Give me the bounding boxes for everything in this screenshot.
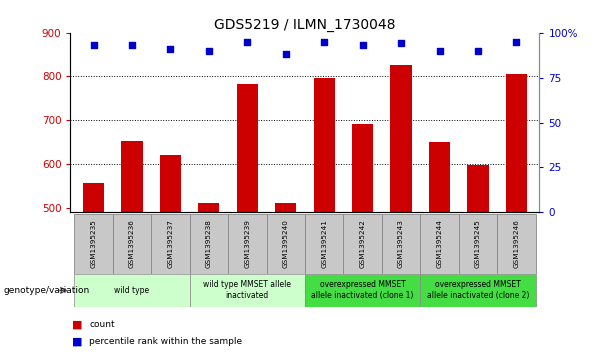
Point: [281, 51, 291, 57]
Point: [127, 42, 137, 48]
Bar: [429, 142, 450, 212]
Text: GSM1395246: GSM1395246: [513, 219, 519, 268]
Bar: [275, 203, 296, 212]
Text: GSM1395238: GSM1395238: [206, 219, 212, 268]
Bar: [189, 214, 228, 274]
Bar: [314, 78, 335, 212]
Text: overexpressed MMSET
allele inactivated (clone 2): overexpressed MMSET allele inactivated (…: [427, 280, 529, 301]
Point: [166, 46, 175, 52]
Bar: [421, 274, 536, 307]
Text: GSM1395245: GSM1395245: [475, 219, 481, 268]
Bar: [121, 141, 143, 212]
Bar: [467, 166, 489, 212]
Point: [319, 39, 329, 45]
Point: [242, 39, 252, 45]
Text: GSM1395244: GSM1395244: [436, 219, 443, 268]
Bar: [237, 84, 258, 212]
Text: GSM1395239: GSM1395239: [245, 219, 250, 268]
Point: [396, 41, 406, 46]
Bar: [382, 214, 421, 274]
Bar: [267, 214, 305, 274]
Bar: [305, 214, 343, 274]
Text: GSM1395243: GSM1395243: [398, 219, 404, 268]
Bar: [189, 274, 305, 307]
Title: GDS5219 / ILMN_1730048: GDS5219 / ILMN_1730048: [214, 18, 396, 32]
Bar: [421, 214, 459, 274]
Text: ■: ■: [72, 337, 83, 347]
Bar: [305, 274, 421, 307]
Point: [89, 42, 99, 48]
Bar: [343, 214, 382, 274]
Bar: [113, 214, 151, 274]
Bar: [352, 124, 373, 212]
Text: wild type MMSET allele
inactivated: wild type MMSET allele inactivated: [204, 280, 291, 301]
Point: [358, 42, 368, 48]
Point: [511, 39, 521, 45]
Text: GSM1395240: GSM1395240: [283, 219, 289, 268]
Text: GSM1395241: GSM1395241: [321, 219, 327, 268]
Bar: [160, 155, 181, 212]
Bar: [497, 214, 536, 274]
Bar: [151, 214, 189, 274]
Text: overexpressed MMSET
allele inactivated (clone 1): overexpressed MMSET allele inactivated (…: [311, 280, 414, 301]
Text: percentile rank within the sample: percentile rank within the sample: [89, 338, 243, 346]
Text: GSM1395242: GSM1395242: [360, 219, 365, 268]
Bar: [74, 214, 113, 274]
Bar: [506, 74, 527, 212]
Point: [435, 48, 444, 54]
Bar: [198, 203, 219, 212]
Text: ■: ■: [72, 320, 83, 330]
Text: wild type: wild type: [115, 286, 150, 295]
Point: [473, 48, 483, 54]
Bar: [228, 214, 267, 274]
Text: GSM1395237: GSM1395237: [167, 219, 173, 268]
Text: count: count: [89, 321, 115, 329]
Bar: [74, 274, 189, 307]
Bar: [390, 65, 412, 212]
Point: [204, 48, 214, 54]
Text: GSM1395236: GSM1395236: [129, 219, 135, 268]
Bar: [83, 183, 104, 212]
Text: genotype/variation: genotype/variation: [3, 286, 89, 295]
Text: GSM1395235: GSM1395235: [91, 219, 97, 268]
Bar: [459, 214, 497, 274]
